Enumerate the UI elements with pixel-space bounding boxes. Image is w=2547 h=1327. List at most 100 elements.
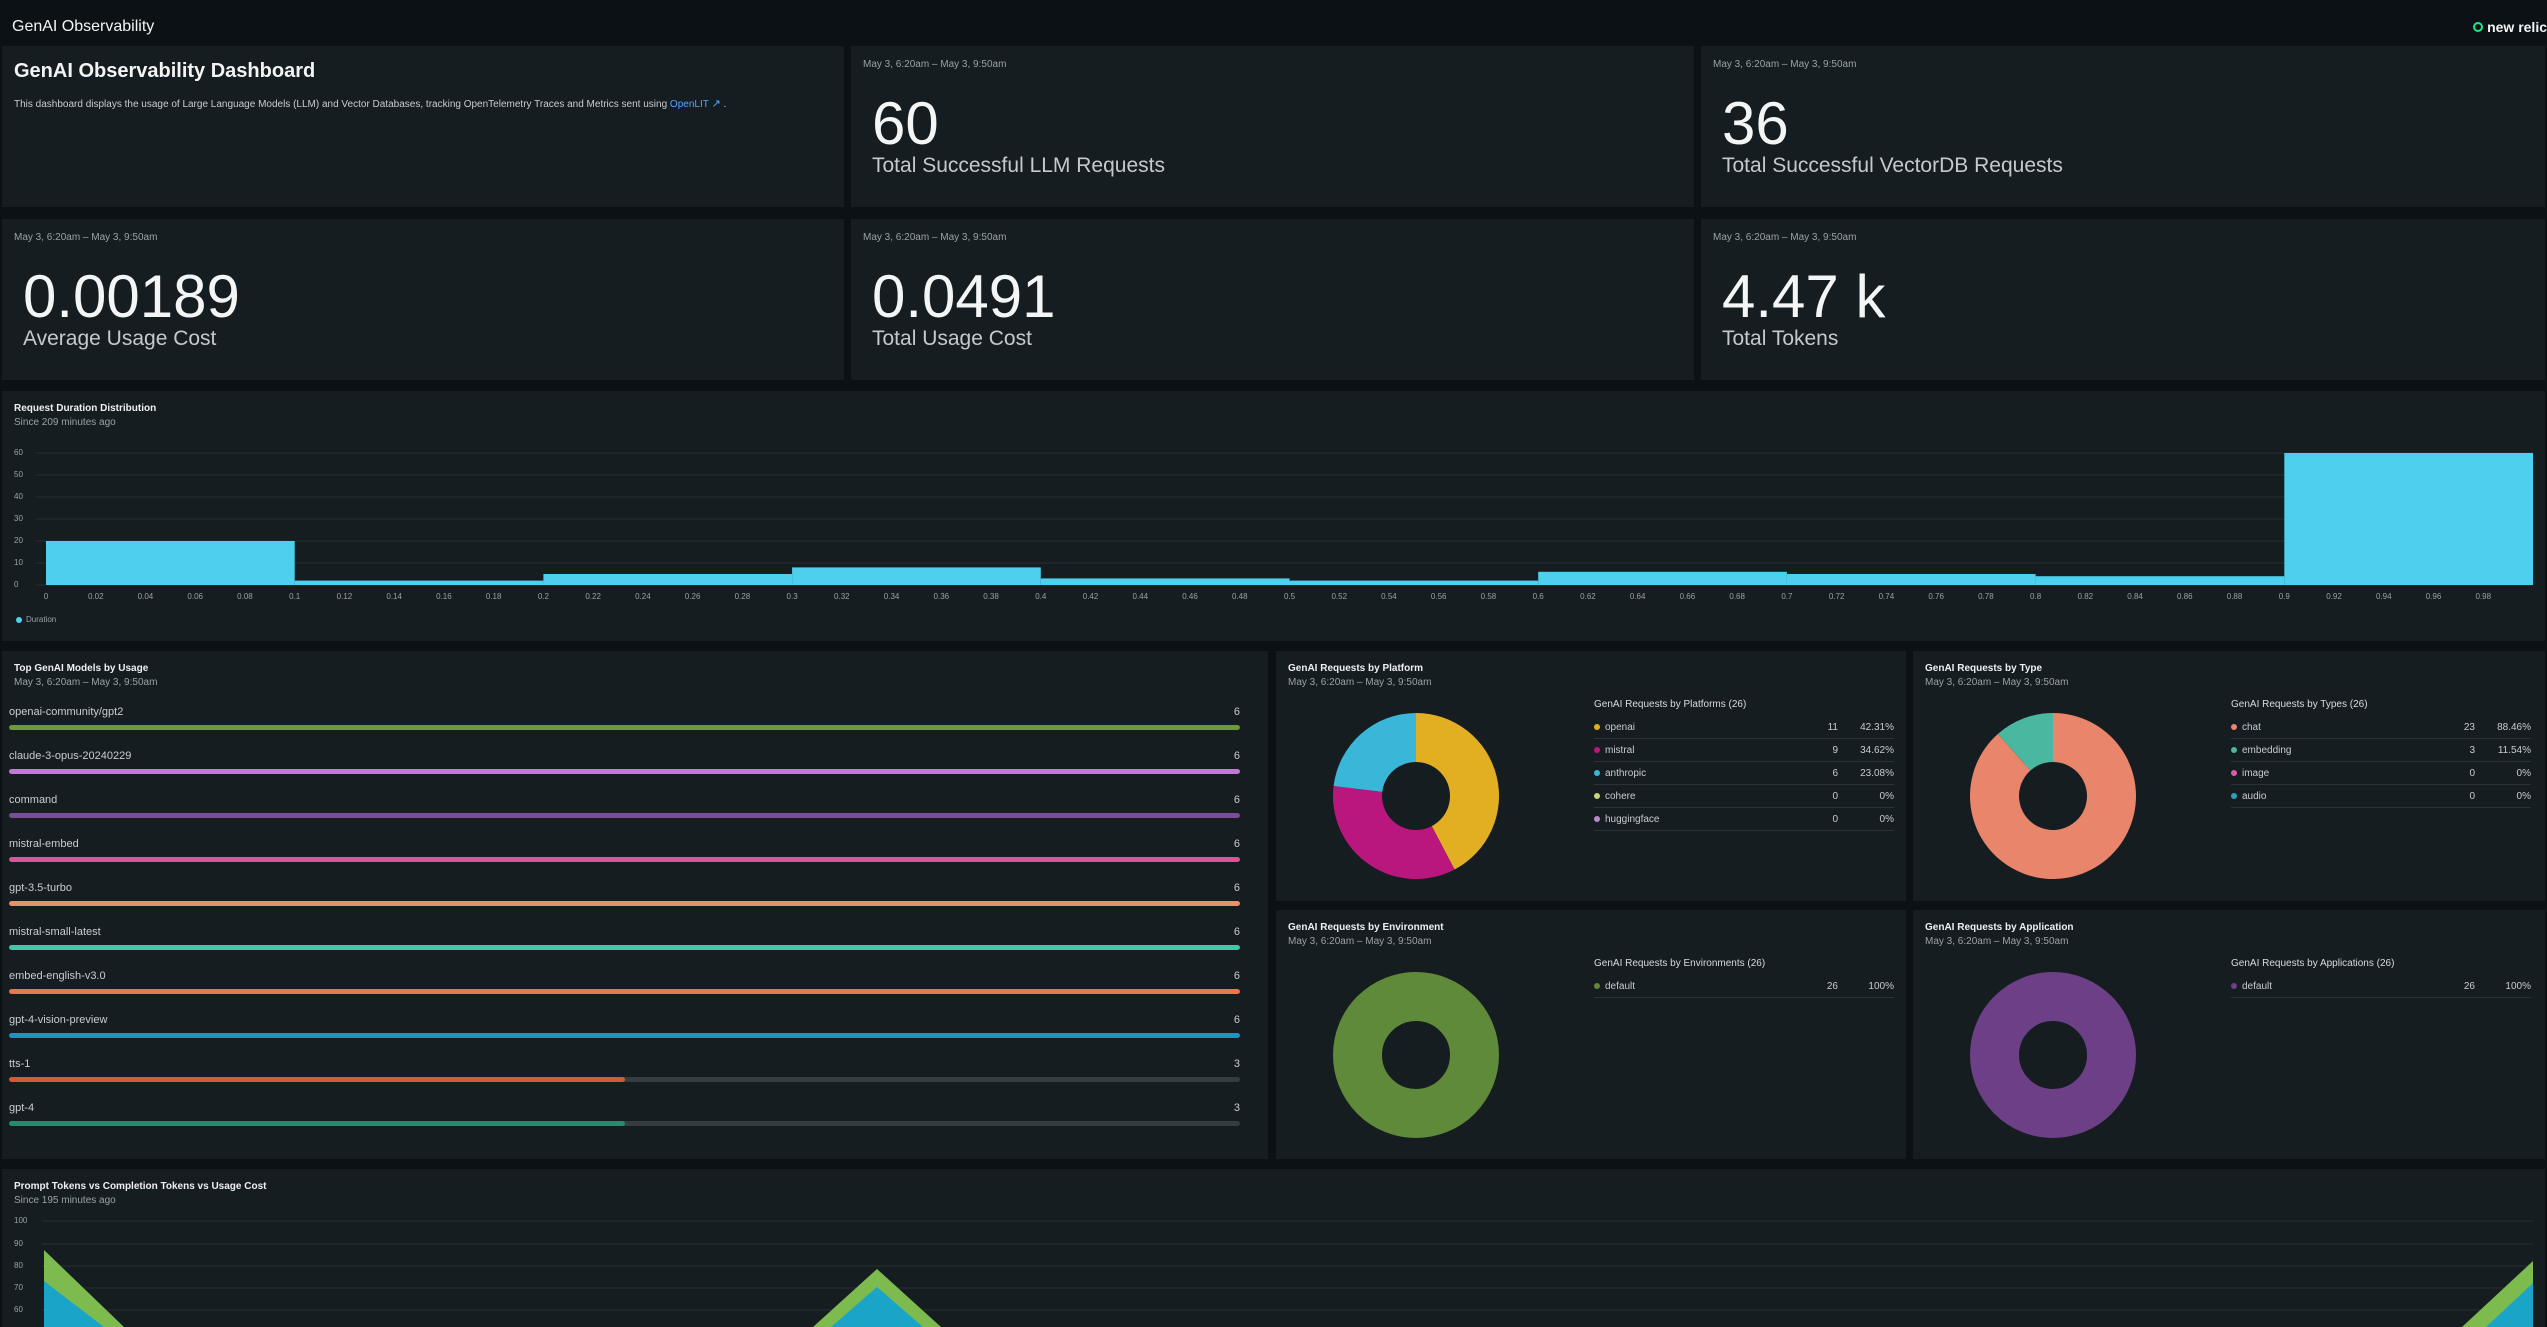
panel-title: Request Duration Distribution [14,403,157,414]
model-label: embed-english-v3.0 [9,970,106,982]
donut-chart[interactable] [1963,706,2143,886]
legend-swatch [1594,793,1600,799]
panel-timestamp: May 3, 6:20am – May 3, 9:50am [1288,677,1432,688]
panel-title: GenAI Requests by Platform [1288,663,1424,674]
tokens-vs-cost-panel[interactable]: Prompt Tokens vs Completion Tokens vs Us… [2,1169,2545,1327]
legend-row[interactable]: default 26 100% [2231,975,2531,998]
model-bar-row[interactable]: embed-english-v3.0 6 [9,970,1240,996]
pie-slice [1970,713,2136,879]
timestamp: May 3, 6:20am – May 3, 9:50am [1713,232,1857,243]
model-bar-row[interactable]: openai-community/gpt2 6 [9,706,1240,732]
x-tick-label: 0.82 [2077,592,2094,601]
legend-label: Duration [26,615,57,624]
model-label: gpt-3.5-turbo [9,882,72,894]
description-tail: . [723,99,727,110]
model-bar-row[interactable]: gpt-4 3 [9,1102,1240,1128]
model-bar-row[interactable]: gpt-3.5-turbo 6 [9,882,1240,908]
legend-row[interactable]: image 0 0% [2231,762,2531,785]
x-tick-label: 0.72 [1828,592,1845,601]
legend-row[interactable]: mistral 9 34.62% [1594,739,1894,762]
model-bar-row[interactable]: gpt-4-vision-preview 6 [9,1014,1240,1040]
billboard-vectordb-requests[interactable]: May 3, 6:20am – May 3, 9:50am 36 Total S… [1701,46,2545,207]
model-label: tts-1 [9,1058,31,1070]
histogram-bar [792,567,1041,585]
legend-count: 3 [2469,744,2475,756]
top-models-panel[interactable]: Top GenAI Models by Usage May 3, 6:20am … [2,651,1268,1159]
brand-logo[interactable]: new relic [2473,19,2547,35]
legend-swatch [1594,770,1600,776]
legend-name: embedding [2231,745,2449,756]
x-tick-label: 0.12 [336,592,353,601]
area-chart[interactable] [2,1169,2545,1327]
legend-title: GenAI Requests by Applications (26) [2231,958,2395,969]
y-tick-label: 80 [14,1261,23,1270]
histogram-chart[interactable] [2,391,2545,641]
legend-swatch [2231,983,2237,989]
x-tick-label: 0.46 [1182,592,1198,601]
legend-label: chat [2242,721,2261,733]
y-tick-label: 70 [14,1283,23,1292]
legend-row[interactable]: chat 23 88.46% [2231,716,2531,739]
billboard-llm-requests[interactable]: May 3, 6:20am – May 3, 9:50am 60 Total S… [851,46,1694,207]
legend-name: default [1594,981,1812,992]
model-bar-fill [9,989,1240,994]
timestamp: May 3, 6:20am – May 3, 9:50am [863,232,1007,243]
request-duration-histogram-panel[interactable]: Request Duration Distribution Since 209 … [2,391,2545,641]
pie-slice [1333,972,1499,1138]
donut-chart[interactable] [1326,706,1506,886]
legend-row[interactable]: default 26 100% [1594,975,1894,998]
model-label: openai-community/gpt2 [9,706,124,718]
model-bar-fill [9,813,1240,818]
panel-title: GenAI Requests by Application [1925,922,2074,933]
x-tick-label: 0.6 [1532,592,1544,601]
billboard-average-cost[interactable]: May 3, 6:20am – May 3, 9:50am 0.00189 Av… [2,219,844,380]
legend-row[interactable]: audio 0 0% [2231,785,2531,808]
legend-count: 0 [1832,790,1838,802]
legend-percent: 34.62% [1860,744,1894,756]
openlit-link[interactable]: OpenLIT ↗ [669,98,721,110]
model-bar-track [9,945,1240,950]
legend-swatch [2231,747,2237,753]
timestamp: May 3, 6:20am – May 3, 9:50am [14,232,158,243]
pie-slice [1333,785,1455,879]
pie-panel-application[interactable]: GenAI Requests by Application May 3, 6:20… [1913,910,2545,1159]
model-bar-row[interactable]: command 6 [9,794,1240,820]
x-tick-label: 0.1 [289,592,301,601]
model-value: 6 [1233,926,1240,938]
model-bar-track [9,1077,1240,1082]
model-bar-row[interactable]: mistral-small-latest 6 [9,926,1240,952]
model-bar-row[interactable]: mistral-embed 6 [9,838,1240,864]
x-tick-label: 0.42 [1082,592,1099,601]
legend-title: GenAI Requests by Platforms (26) [1594,699,1747,710]
legend-row[interactable]: huggingface 0 0% [1594,808,1894,831]
panel-subtitle: Since 195 minutes ago [14,1195,116,1206]
billboard-total-cost[interactable]: May 3, 6:20am – May 3, 9:50am 0.0491 Tot… [851,219,1694,380]
y-tick-label: 10 [14,558,23,567]
pie-slice [1970,972,2136,1138]
pie-panel-type[interactable]: GenAI Requests by Type May 3, 6:20am – Ma… [1913,651,2545,901]
model-bar-row[interactable]: claude-3-opus-20240229 6 [9,750,1240,776]
billboard-total-tokens[interactable]: May 3, 6:20am – May 3, 9:50am 4.47 k Tot… [1701,219,2545,380]
x-tick-label: 0.24 [635,592,651,601]
legend-count: 0 [2469,767,2475,779]
pie-panel-environment[interactable]: GenAI Requests by Environment May 3, 6:20… [1276,910,1906,1159]
pie-panel-platform[interactable]: GenAI Requests by Platform May 3, 6:20am … [1276,651,1906,901]
panel-timestamp: May 3, 6:20am – May 3, 9:50am [1925,677,2069,688]
donut-chart[interactable] [1963,965,2143,1145]
legend-row[interactable]: openai 11 42.31% [1594,716,1894,739]
x-tick-label: 0.4 [1035,592,1047,601]
model-bar-track [9,857,1240,862]
x-tick-label: 0.5 [1283,592,1296,601]
brand-name: new relic [2487,19,2547,35]
donut-chart[interactable] [1326,965,1506,1145]
legend-name: anthropic [1594,768,1812,779]
x-tick-label: 0.56 [1430,592,1447,601]
legend-row[interactable]: anthropic 6 23.08% [1594,762,1894,785]
legend-swatch [16,616,22,623]
histogram-legend[interactable]: Duration [16,615,56,624]
legend-row[interactable]: embedding 3 11.54% [2231,739,2531,762]
legend-row[interactable]: cohere 0 0% [1594,785,1894,808]
y-tick-label: 20 [14,536,23,545]
model-bar-row[interactable]: tts-1 3 [9,1058,1240,1084]
y-tick-label: 0 [14,580,19,589]
